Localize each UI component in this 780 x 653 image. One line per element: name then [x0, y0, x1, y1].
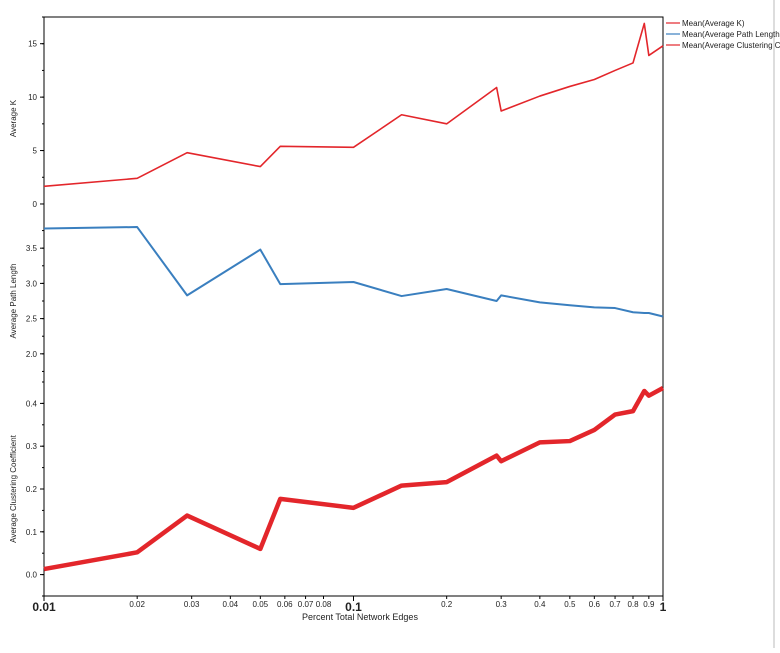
x-tick-label: 0.8 — [627, 600, 639, 609]
x-tick-label: 0.6 — [589, 600, 601, 609]
y-axis-label: Average Path Length — [9, 263, 18, 338]
y-tick-label: 0.2 — [26, 485, 38, 494]
y-axis-label: Average Clustering Coefficient — [9, 434, 18, 543]
x-tick-label: 0.9 — [643, 600, 655, 609]
x-tick-label: 0.01 — [32, 600, 56, 614]
y-axis-label: Average K — [9, 99, 18, 137]
y-tick-label: 15 — [28, 40, 37, 49]
x-tick-label: 0.5 — [564, 600, 576, 609]
x-tick-label: 0.05 — [253, 600, 269, 609]
x-tick-label: 0.3 — [496, 600, 508, 609]
x-tick-label: 0.07 — [298, 600, 314, 609]
legend-label: Mean(Average Path Length) — [682, 30, 780, 39]
y-tick-label: 10 — [28, 93, 37, 102]
x-tick-label: 0.7 — [609, 600, 621, 609]
legend-label: Mean(Average K) — [682, 19, 745, 28]
x-tick-label: 0.04 — [223, 600, 239, 609]
y-tick-label: 2.5 — [26, 315, 38, 324]
y-tick-label: 2.0 — [26, 350, 38, 359]
x-tick-label: 1 — [660, 600, 667, 614]
x-tick-label: 0.4 — [534, 600, 546, 609]
x-axis-label: Percent Total Network Edges — [302, 612, 418, 622]
y-tick-label: 3.5 — [26, 244, 38, 253]
legend-label: Mean(Average Clustering C — [682, 41, 780, 50]
x-tick-label: 0.03 — [184, 600, 200, 609]
x-tick-label: 0.06 — [277, 600, 293, 609]
y-tick-label: 0.1 — [26, 528, 38, 537]
y-tick-label: 0.0 — [26, 571, 38, 580]
x-tick-label: 0.08 — [316, 600, 332, 609]
y-tick-label: 0 — [33, 200, 38, 209]
y-tick-label: 0.4 — [26, 399, 38, 408]
y-tick-label: 0.3 — [26, 442, 38, 451]
x-tick-label: 0.2 — [441, 600, 453, 609]
y-tick-label: 3.0 — [26, 279, 38, 288]
y-tick-label: 5 — [33, 147, 38, 156]
x-tick-label: 0.02 — [129, 600, 145, 609]
